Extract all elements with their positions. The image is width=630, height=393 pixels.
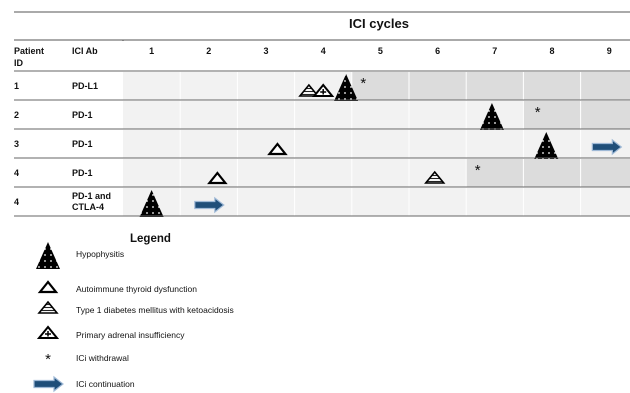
continuation-icon	[33, 375, 64, 393]
hypophysitis-marker	[139, 190, 164, 217]
cycle-label-9: 9	[607, 46, 612, 56]
withdrawal-shaded-band	[466, 159, 630, 187]
patient-row: 3 PD-1	[14, 130, 630, 159]
cycle-label-5: 5	[378, 46, 383, 56]
legend-item-adrenal: Primary adrenal insufficiency	[36, 325, 185, 340]
withdrawal-marker: *	[475, 162, 481, 179]
header-patient-line2: ID	[14, 58, 24, 68]
adrenal-marker	[312, 83, 335, 97]
cycle-label-3: 3	[263, 46, 268, 56]
svg-text:*: *	[535, 104, 541, 121]
ici-ab-label: PD-1	[72, 110, 93, 120]
patient-id: 4	[14, 197, 19, 207]
thyroid-icon	[37, 280, 59, 294]
legend-label: Type 1 diabetes mellitus with ketoacidos…	[76, 305, 234, 315]
adrenal-icon	[36, 325, 60, 339]
legend-item-continuation: ICi continuation	[33, 375, 135, 393]
legend-item-thyroid: Autoimmune thyroid dysfunction	[37, 280, 197, 294]
thyroid-marker	[267, 142, 288, 156]
cycle-label-2: 2	[206, 46, 211, 56]
ici-ab-label: CTLA-4	[72, 202, 104, 212]
continuation-marker	[194, 196, 225, 214]
hypophysitis-marker	[479, 103, 504, 130]
legend: Legend Hypophysitis Autoimmune thyroid dy…	[33, 233, 234, 393]
diabetes-marker	[424, 170, 446, 184]
ici-ab-label: PD-L1	[72, 81, 98, 91]
continuation-marker	[591, 138, 623, 156]
thyroid-marker	[207, 171, 228, 185]
hypophysitis-marker	[334, 74, 359, 101]
patient-id: 3	[14, 139, 19, 149]
svg-text:*: *	[360, 75, 366, 92]
legend-label: ICi continuation	[76, 379, 135, 389]
cycle-label-7: 7	[492, 46, 497, 56]
withdrawal-icon: *	[45, 351, 51, 368]
cycle-label-1: 1	[149, 46, 154, 56]
table-rules	[14, 11, 630, 217]
withdrawal-marker: *	[535, 104, 541, 121]
legend-label: ICi withdrawal	[76, 353, 129, 363]
patient-row: 1 PD-L1 *	[14, 72, 630, 101]
patient-id: 1	[14, 81, 19, 91]
cycle-label-4: 4	[321, 46, 326, 56]
cycle-labels: 1 2 3 4 5 6 7 8 9	[149, 46, 612, 56]
withdrawal-shaded-band	[523, 101, 630, 129]
header-patient-line1: Patient	[14, 46, 44, 56]
legend-label: Primary adrenal insufficiency	[76, 330, 185, 340]
figure-title: ICI cycles	[349, 16, 409, 31]
hypophysitis-marker	[534, 132, 559, 159]
legend-label: Autoimmune thyroid dysfunction	[76, 284, 197, 294]
legend-item-hypophysitis: Hypophysitis	[36, 242, 124, 269]
patient-id: 4	[14, 168, 19, 178]
ici-ab-label: PD-1	[72, 168, 93, 178]
diabetes-icon	[37, 300, 59, 314]
ici-ab-label: PD-1 and	[72, 191, 111, 201]
svg-text:*: *	[475, 162, 481, 179]
cycle-label-8: 8	[549, 46, 554, 56]
diabetes-marker	[298, 83, 320, 97]
ici-ab-label: PD-1	[72, 139, 93, 149]
header-ici-ab: ICI Ab	[72, 46, 98, 56]
hypophysitis-icon	[36, 242, 60, 269]
patient-row: 4 PD-1 *	[14, 159, 630, 187]
withdrawal-marker: *	[360, 75, 366, 92]
legend-title: Legend	[130, 233, 171, 245]
legend-label: Hypophysitis	[76, 249, 124, 259]
withdrawal-shaded-band	[351, 72, 630, 100]
legend-item-withdrawal: * ICi withdrawal	[45, 351, 129, 368]
legend-item-diabetes: Type 1 diabetes mellitus with ketoacidos…	[37, 300, 234, 315]
patient-id: 2	[14, 110, 19, 120]
svg-text:*: *	[45, 351, 51, 368]
patient-row: 2 PD-1 *	[14, 101, 630, 130]
cycle-label-6: 6	[435, 46, 440, 56]
